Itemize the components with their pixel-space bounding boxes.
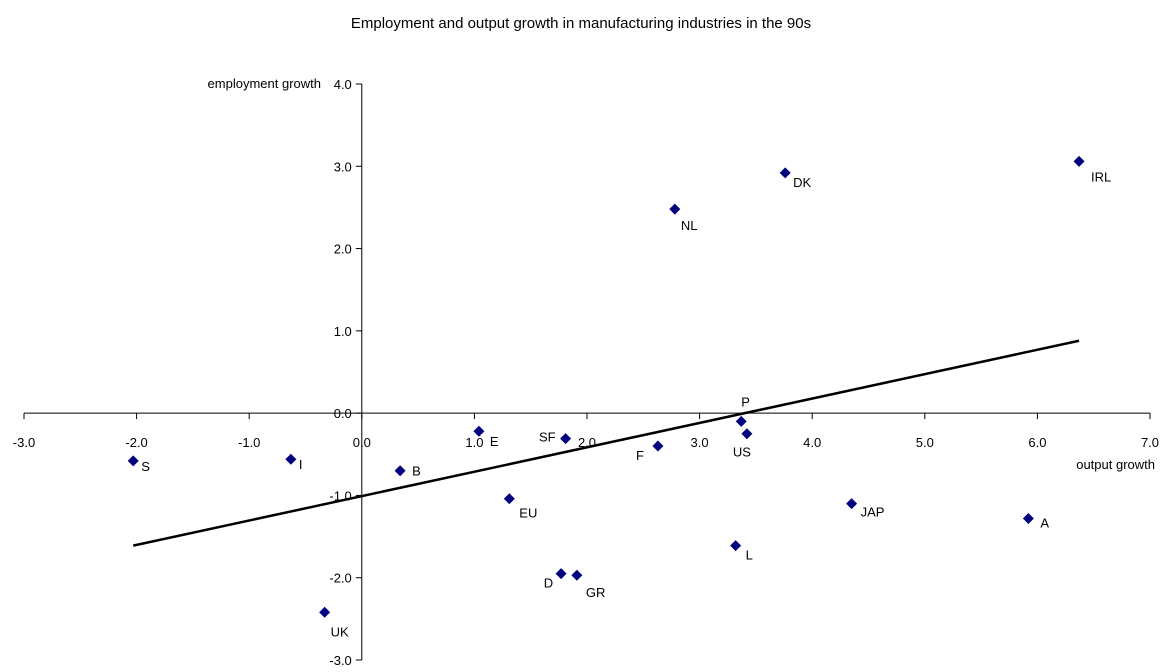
x-tick-label: -1.0 (238, 435, 260, 450)
point-label-p: P (741, 394, 750, 409)
y-tick-label: 3.0 (334, 159, 352, 174)
data-point-us (741, 428, 753, 440)
point-label-jap: JAP (861, 505, 885, 520)
x-tick-label: -2.0 (125, 435, 147, 450)
axes: -3.0 -2.0 -1.0 0.0 1.0 2.0 3.0 4.0 5.0 6.0 7.0 4.0 3… (13, 77, 1159, 668)
data-point-f (652, 440, 664, 452)
point-label-sf: SF (539, 430, 556, 445)
data-point-nl (669, 203, 681, 215)
point-label-f: F (636, 448, 644, 463)
x-tick-label: 0.0 (353, 435, 371, 450)
y-axis-label: employment growth (208, 76, 321, 91)
data-point-uk (319, 606, 331, 618)
point-label-d: D (544, 576, 553, 591)
data-point-eu (503, 493, 515, 505)
x-tick-label: 1.0 (465, 435, 483, 450)
points-group: S I UK B E EU SF D GR F NL L P US DK JAP A IRL (127, 155, 1111, 639)
x-tick-label: 4.0 (803, 435, 821, 450)
data-point-gr (571, 569, 583, 581)
point-label-b: B (412, 464, 421, 479)
x-axis-label: output growth (1076, 457, 1155, 472)
data-point-b (394, 465, 406, 477)
point-label-gr: GR (586, 585, 606, 600)
data-point-sf (560, 433, 572, 445)
y-tick-label: 2.0 (334, 242, 352, 257)
point-label-s: S (141, 459, 150, 474)
point-label-us: US (733, 445, 751, 460)
data-point-p (735, 415, 747, 427)
point-label-uk: UK (331, 624, 349, 639)
data-point-jap (846, 498, 858, 510)
trendline (132, 339, 1080, 547)
point-label-irl: IRL (1091, 169, 1111, 184)
x-tick-label: -3.0 (13, 435, 35, 450)
y-tick-label: -3.0 (329, 653, 351, 668)
point-label-eu: EU (519, 506, 537, 521)
chart-title: Employment and output growth in manufact… (351, 15, 811, 32)
data-point-d (555, 568, 567, 580)
data-point-e (473, 425, 485, 437)
x-tick-label: 7.0 (1141, 435, 1159, 450)
data-point-irl (1073, 155, 1085, 167)
x-tick-label: 6.0 (1028, 435, 1046, 450)
data-point-l (730, 540, 742, 552)
data-point-dk (779, 167, 791, 179)
x-tick-label: 3.0 (691, 435, 709, 450)
point-label-dk: DK (793, 175, 811, 190)
y-tick-label: 4.0 (334, 77, 352, 92)
point-label-a: A (1040, 515, 1049, 530)
data-point-s (127, 455, 139, 467)
point-label-nl: NL (681, 218, 698, 233)
point-label-i: I (299, 457, 303, 472)
point-label-l: L (746, 548, 753, 563)
y-tick-label: 1.0 (334, 324, 352, 339)
trendline-group (132, 339, 1080, 547)
y-tick-label: -2.0 (329, 571, 351, 586)
data-point-a (1022, 512, 1034, 524)
y-tick-label: 0.0 (334, 406, 352, 421)
point-label-e: E (490, 434, 499, 449)
data-point-i (285, 453, 297, 465)
x-tick-label: 5.0 (916, 435, 934, 450)
